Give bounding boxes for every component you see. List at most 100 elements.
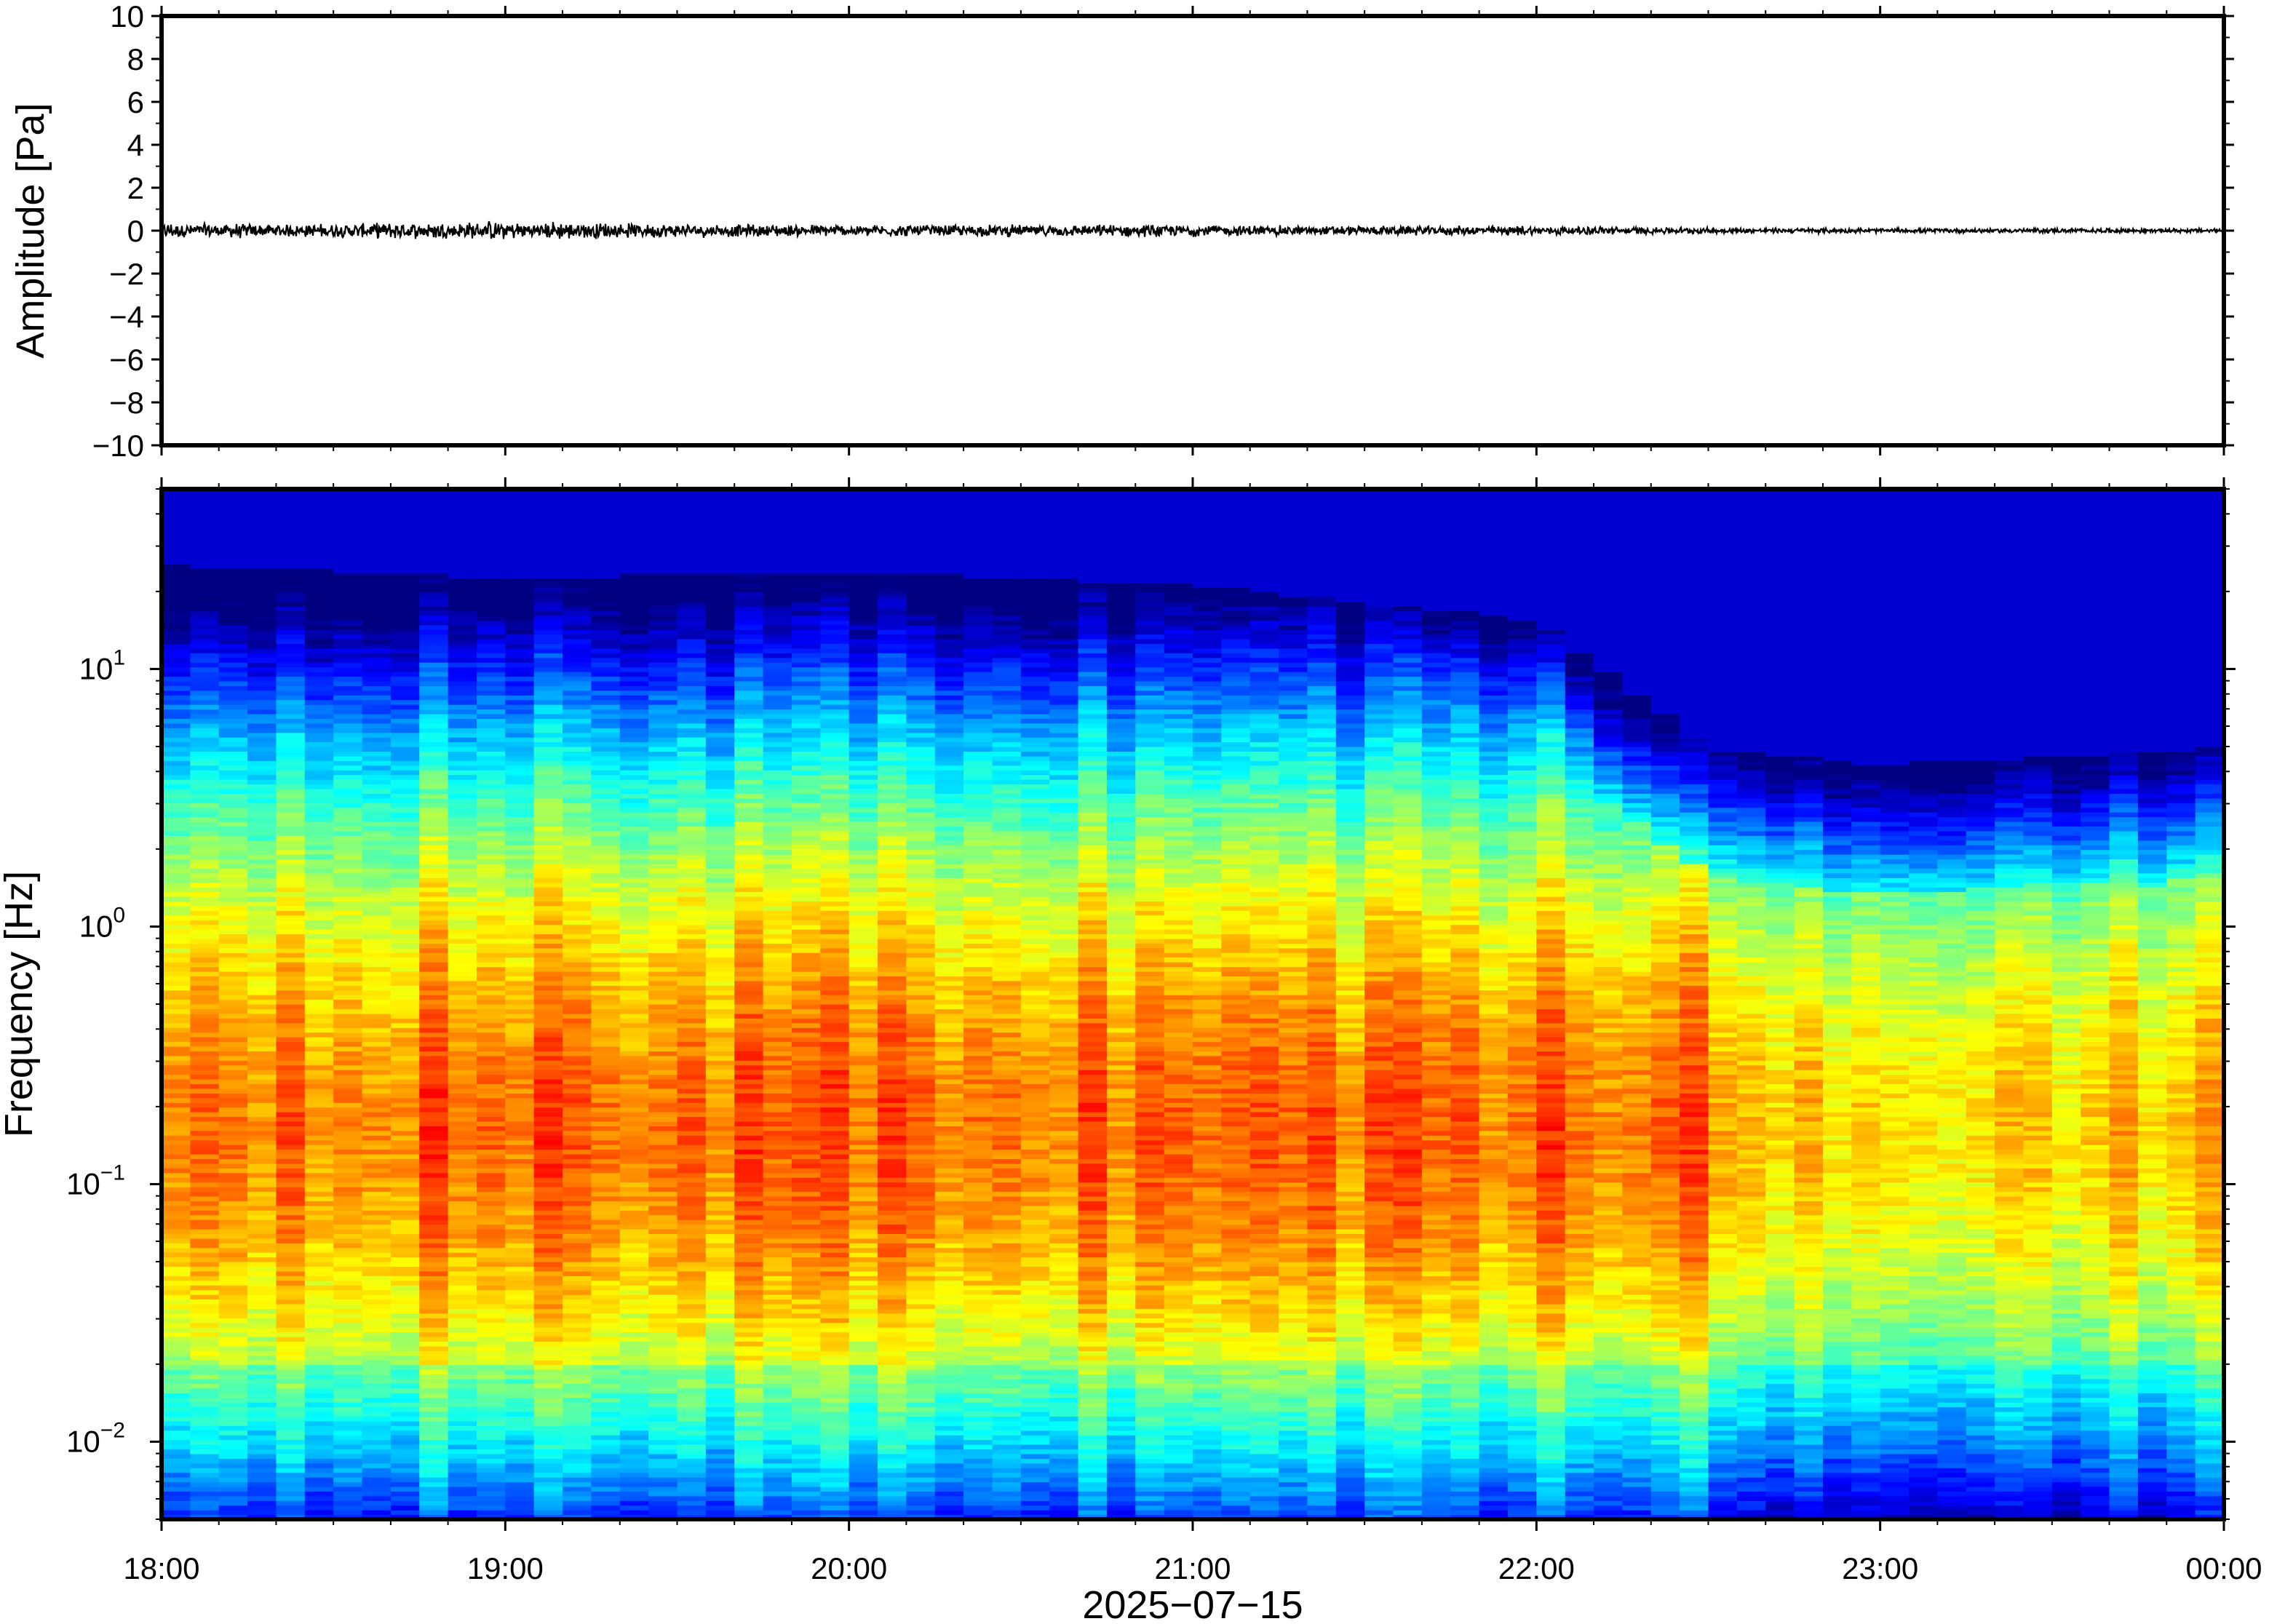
spectrogram-cell <box>476 980 506 986</box>
spectrogram-cell <box>333 905 363 911</box>
spectrogram-cell <box>533 1393 563 1398</box>
spectrogram-cell <box>505 1294 535 1300</box>
spectrogram-cell <box>162 760 191 766</box>
spectrogram-cell <box>533 821 563 827</box>
spectrogram-cell <box>619 793 649 799</box>
spectrogram-cell <box>591 610 621 616</box>
spectrogram-cell <box>448 760 477 766</box>
spectrogram-cell <box>619 620 649 626</box>
spectrogram-cell <box>648 1177 678 1183</box>
spectrogram-cell <box>333 1112 363 1118</box>
spectrogram-cell <box>419 1070 449 1075</box>
spectrogram-cell <box>419 653 449 658</box>
spectrogram-cell <box>619 1214 649 1220</box>
spectrogram-cell <box>247 1332 277 1337</box>
spectrogram-cell <box>333 648 363 653</box>
spectrogram-cell <box>734 1341 764 1347</box>
spectrogram-cell <box>333 1168 363 1174</box>
spectrogram-cell <box>333 845 363 851</box>
spectrogram-cell <box>476 672 506 677</box>
spectrogram-cell <box>190 934 220 939</box>
spectrogram-cell <box>419 882 449 888</box>
spectrogram-cell <box>419 1280 449 1286</box>
spectrogram-cell <box>677 699 707 705</box>
spectrogram-cell <box>648 634 678 640</box>
spectrogram-cell <box>648 1318 678 1324</box>
spectrogram-cell <box>190 854 220 860</box>
spectrogram-cell <box>563 1505 592 1510</box>
spectrogram-cell <box>333 1270 363 1276</box>
spectrogram-cell <box>362 1139 392 1145</box>
spectrogram-cell <box>734 1088 764 1094</box>
spectrogram-cell <box>591 755 621 761</box>
spectrogram-cell <box>677 578 707 584</box>
spectrogram-cell <box>505 573 535 578</box>
spectrogram-cell <box>390 849 420 855</box>
spectrogram-cell <box>190 1514 220 1519</box>
spectrogram-cell <box>448 1308 477 1314</box>
spectrogram-cell <box>304 1210 334 1216</box>
spectrogram-cell <box>362 812 392 818</box>
spectrogram-cell <box>218 760 248 766</box>
spectrogram-cell <box>705 1102 735 1108</box>
spectrogram-cell <box>276 713 306 719</box>
spectrogram-cell <box>390 990 420 995</box>
spectrogram-cell <box>362 887 392 893</box>
spectrogram-cell <box>591 770 621 776</box>
spectrogram-cell <box>533 995 563 1000</box>
spectrogram-cell <box>362 1360 392 1366</box>
spectrogram-cell <box>218 947 248 953</box>
spectrogram-cell <box>533 990 563 995</box>
spectrogram-cell <box>276 638 306 644</box>
spectrogram-cell <box>218 1285 248 1291</box>
spectrogram-cell <box>734 901 764 907</box>
spectrogram-cell <box>448 1032 477 1038</box>
spectrogram-cell <box>563 709 592 715</box>
spectrogram-cell <box>734 666 764 672</box>
spectrogram-cell <box>276 503 306 509</box>
spectrogram-cell <box>763 1027 792 1033</box>
spectrogram-cell <box>734 1491 764 1497</box>
spectrogram-cell <box>563 634 592 640</box>
spectrogram-cell <box>505 662 535 668</box>
spectrogram-cell <box>362 788 392 794</box>
spectrogram-cell <box>333 1182 363 1187</box>
spectrogram-cell <box>276 498 306 503</box>
spectrogram-cell <box>677 1472 707 1478</box>
spectrogram-cell <box>533 587 563 593</box>
spectrogram-cell <box>476 901 506 907</box>
spectrogram-cell <box>533 545 563 551</box>
spectrogram-cell <box>734 1097 764 1103</box>
spectrogram-cell <box>218 1495 248 1501</box>
spectrogram-cell <box>734 648 764 653</box>
spectrogram-cell <box>162 536 191 541</box>
spectrogram-cell <box>390 854 420 860</box>
spectrogram-cell <box>276 1444 306 1450</box>
spectrogram-cell <box>591 1350 621 1356</box>
spectrogram-cell <box>763 966 792 972</box>
spectrogram-cell <box>276 1435 306 1441</box>
spectrogram-cell <box>648 751 678 757</box>
spectrogram-cell <box>419 872 449 878</box>
spectrogram-cell <box>563 657 592 663</box>
spectrogram-cell <box>591 812 621 818</box>
spectrogram-cell <box>162 887 191 893</box>
spectrogram-cell <box>333 1462 363 1468</box>
spectrogram-cell <box>563 1289 592 1295</box>
spectrogram-cell <box>648 877 678 883</box>
spectrogram-cell <box>505 1121 535 1126</box>
spectrogram-cell <box>419 1201 449 1206</box>
spectrogram-cell <box>619 699 649 705</box>
spectrogram-cell <box>448 559 477 565</box>
spectrogram-cell <box>190 676 220 682</box>
spectrogram-cell <box>533 947 563 953</box>
spectrogram-cell <box>763 1468 792 1473</box>
spectrogram-cell <box>304 905 334 911</box>
spectrogram-cell <box>533 779 563 785</box>
spectrogram-cell <box>563 1444 592 1450</box>
spectrogram-cell <box>563 797 592 803</box>
spectrogram-cell <box>677 1383 707 1389</box>
spectrogram-cell <box>190 507 220 513</box>
spectrogram-cell <box>162 676 191 682</box>
spectrogram-cell <box>648 1032 678 1038</box>
